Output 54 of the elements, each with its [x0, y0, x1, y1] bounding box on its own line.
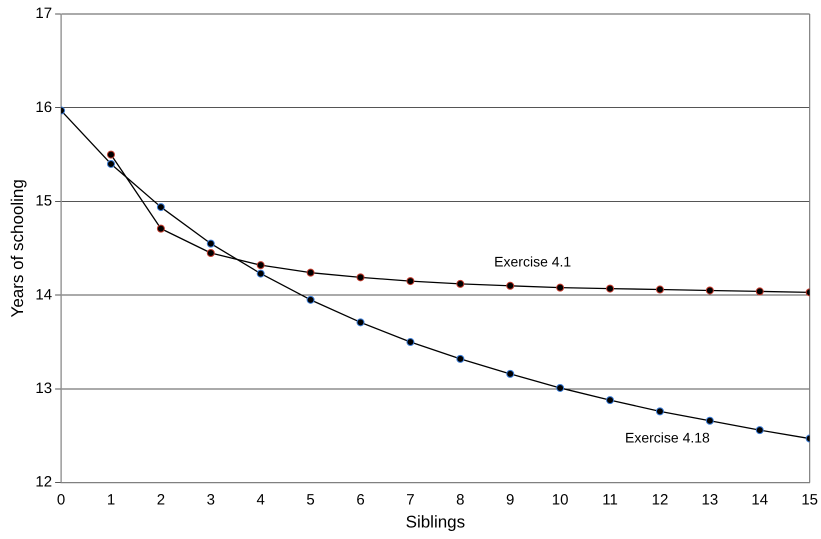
point [256, 270, 265, 278]
point [606, 396, 614, 404]
series-label: Exercise 4.18 [625, 430, 710, 446]
point [106, 150, 115, 159]
point [556, 284, 564, 292]
x-tick-label: 2 [156, 492, 166, 509]
point [156, 203, 165, 212]
point [456, 354, 464, 363]
y-tick-label: 13 [35, 380, 52, 398]
point [206, 240, 215, 248]
y-tick-label: 15 [35, 192, 52, 210]
point [506, 282, 514, 290]
point [656, 407, 664, 416]
x-tick-label: 14 [751, 492, 768, 509]
point [356, 273, 365, 282]
x-tick-label: 7 [406, 492, 415, 509]
y-axis-title: Years of schooling [8, 179, 27, 318]
point [106, 160, 115, 168]
point [306, 268, 315, 277]
x-tick-label: 3 [206, 492, 215, 509]
point [406, 277, 414, 286]
y-tick-label: 17 [35, 5, 52, 22]
x-axis-title: Siblings [406, 512, 466, 532]
x-tick-label: 9 [506, 492, 514, 509]
y-tick-label: 16 [35, 98, 52, 116]
y-tick-label: 12 [35, 474, 52, 491]
point [356, 318, 365, 326]
point [606, 284, 614, 293]
point [706, 286, 714, 294]
x-tick-label: 10 [552, 492, 568, 509]
point [706, 416, 714, 425]
x-tick-label: 15 [801, 492, 818, 509]
x-tick-label: 11 [602, 492, 618, 509]
y-tick-label: 14 [35, 286, 52, 304]
point [656, 286, 664, 294]
point [306, 296, 315, 304]
point [406, 338, 414, 346]
x-tick-label: 0 [56, 492, 66, 509]
x-tick-label: 12 [652, 492, 668, 509]
point [506, 370, 514, 378]
x-tick-label: 5 [306, 492, 315, 509]
point [256, 261, 265, 270]
point [756, 426, 764, 434]
series-label: Exercise 4.1 [494, 253, 572, 270]
x-tick-label: 13 [702, 492, 718, 509]
x-tick-label: 8 [456, 492, 464, 509]
point [206, 248, 215, 257]
x-tick-label: 6 [356, 492, 365, 509]
point [156, 224, 165, 233]
x-tick-label: 4 [256, 492, 265, 509]
point [756, 287, 764, 296]
point [556, 384, 564, 392]
x-tick-label: 1 [106, 492, 116, 509]
point [456, 280, 464, 288]
